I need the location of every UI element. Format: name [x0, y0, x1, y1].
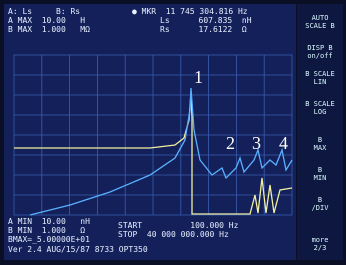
- softkey[interactable]: AUTO SCALE B: [298, 14, 342, 30]
- trace-a-label: A: Ls: [8, 8, 32, 16]
- marker-frequency: ● MKR 11 745 304.816 Hz: [132, 8, 248, 16]
- start-frequency: START 100.000 Hz: [118, 222, 238, 230]
- annotation: 1: [194, 68, 203, 86]
- annotation: 4: [279, 134, 288, 152]
- softkey[interactable]: B MAX: [298, 136, 342, 152]
- annotation: 2: [226, 134, 235, 152]
- stop-frequency: STOP 40 000 000.000 Hz: [118, 231, 229, 239]
- softkey[interactable]: B SCALE LIN: [298, 70, 342, 86]
- a-max: A MAX 10.00 H: [8, 17, 85, 25]
- softkey[interactable]: B MIN: [298, 166, 342, 182]
- entry-line: BMAX=_5.00000E+01: [8, 236, 90, 244]
- softkey-panel: [297, 4, 343, 260]
- b-min: B MIN 1.000 Ω: [8, 227, 85, 235]
- version: Ver 2.4 AUG/15/87 8733 OPT350: [8, 246, 148, 254]
- marker-b: Rs 17.6122 Ω: [160, 26, 247, 34]
- softkey[interactable]: more 2/3: [298, 236, 342, 252]
- a-min: A MIN 10.00 nH: [8, 218, 90, 226]
- trace-b-label: B: Rs: [56, 8, 80, 16]
- softkey[interactable]: B /DIV: [298, 196, 342, 212]
- softkey[interactable]: B SCALE LOG: [298, 100, 342, 116]
- annotation: 3: [252, 134, 261, 152]
- softkey[interactable]: DISP B on/off: [298, 44, 342, 60]
- marker-a: Ls 607.835 nH: [160, 17, 252, 25]
- b-max: B MAX 1.000 MΩ: [8, 26, 90, 34]
- instrument-screen: A: Ls B: Rs A MAX 10.00 H B MAX 1.000 MΩ…: [0, 0, 346, 265]
